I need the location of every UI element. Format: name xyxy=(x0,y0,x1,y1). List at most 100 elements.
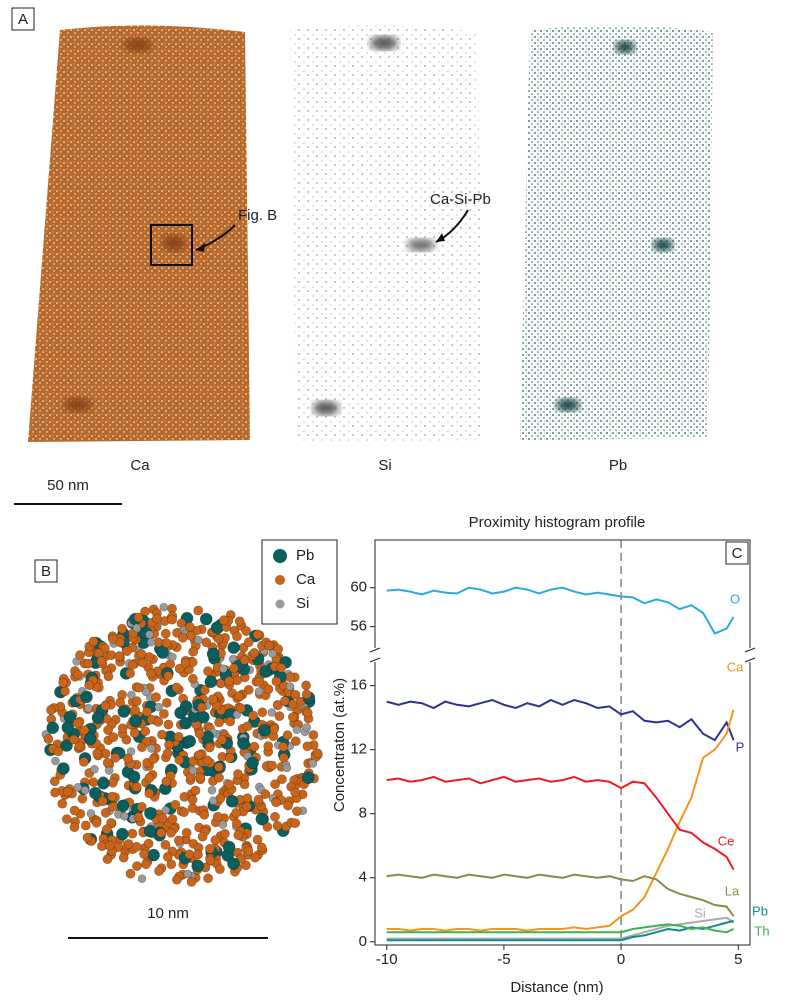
atom xyxy=(227,641,240,654)
atom xyxy=(127,828,138,839)
atom xyxy=(242,721,253,732)
atom xyxy=(92,748,103,759)
atom xyxy=(114,651,125,661)
atom xyxy=(213,762,224,772)
image-label: Si xyxy=(378,457,391,474)
atom xyxy=(141,859,151,870)
atom xyxy=(53,746,64,757)
atom xyxy=(270,811,280,822)
atom xyxy=(144,788,155,799)
atom xyxy=(272,821,283,831)
atom xyxy=(258,723,271,737)
panel-label-box xyxy=(11,7,35,31)
atom xyxy=(202,755,213,766)
atom xyxy=(233,691,244,702)
legend-label: Ca xyxy=(296,571,316,588)
atom xyxy=(166,827,176,838)
image-label: Ca xyxy=(130,457,150,474)
atom xyxy=(73,669,83,680)
atom xyxy=(153,717,164,727)
atom xyxy=(173,731,184,742)
panel-label-box xyxy=(34,559,58,583)
atom xyxy=(147,744,156,753)
atom xyxy=(285,682,295,691)
atom xyxy=(204,675,218,689)
atom xyxy=(102,854,113,865)
pb-map xyxy=(520,25,713,440)
cluster xyxy=(653,239,673,251)
atom xyxy=(271,676,282,687)
atom xyxy=(80,820,91,831)
atom xyxy=(199,612,213,626)
cluster xyxy=(615,41,635,53)
x-tick-label: 5 xyxy=(734,951,742,968)
atom xyxy=(117,705,131,718)
atom xyxy=(164,740,174,750)
atom xyxy=(239,779,250,790)
atom xyxy=(68,734,79,745)
atom xyxy=(219,828,230,839)
atom xyxy=(187,673,198,684)
atom xyxy=(108,634,118,644)
atom xyxy=(217,735,227,745)
atom xyxy=(127,770,141,784)
atom xyxy=(233,830,244,840)
atom xyxy=(260,789,271,800)
atom xyxy=(243,846,254,856)
atom xyxy=(148,754,159,765)
atom xyxy=(254,676,264,687)
atom xyxy=(118,852,129,863)
atom xyxy=(273,700,283,710)
atom xyxy=(225,716,236,727)
atom xyxy=(132,861,142,871)
atom xyxy=(73,782,83,792)
atom xyxy=(161,805,171,815)
atom xyxy=(190,785,201,796)
axis-frame xyxy=(374,539,751,648)
atom xyxy=(193,605,204,616)
atom xyxy=(154,702,163,712)
atom xyxy=(241,626,252,636)
atom xyxy=(137,874,147,884)
cluster xyxy=(162,235,186,251)
atom xyxy=(100,807,111,818)
atom xyxy=(122,646,132,656)
atom xyxy=(240,860,251,871)
atom xyxy=(174,706,187,720)
series-label: Ca xyxy=(727,659,744,674)
atom xyxy=(129,728,140,738)
atom xyxy=(100,701,111,711)
atom xyxy=(187,794,198,805)
annotation: Fig. B xyxy=(238,207,277,224)
atom xyxy=(262,822,273,832)
panel-c: Proximity histogram profile C Distance (… xyxy=(331,514,770,996)
atom xyxy=(133,682,144,693)
atom xyxy=(173,835,184,846)
scale-bar-label: 10 nm xyxy=(147,905,189,922)
atom xyxy=(201,637,212,648)
atom xyxy=(312,748,323,759)
atom xyxy=(254,687,264,696)
atom xyxy=(264,640,275,651)
atom xyxy=(154,866,164,876)
atom xyxy=(80,690,93,704)
series-label: La xyxy=(725,883,740,898)
atom xyxy=(91,711,105,725)
atom xyxy=(292,725,302,735)
atom xyxy=(234,616,245,627)
series-line xyxy=(386,920,734,942)
series-line xyxy=(386,698,735,742)
atom xyxy=(252,834,263,845)
scale-bar-label: 50 nm xyxy=(47,477,89,494)
atom xyxy=(215,793,226,804)
atom xyxy=(199,685,210,695)
atom xyxy=(117,723,128,734)
atom xyxy=(140,726,151,737)
legend-swatch xyxy=(275,599,285,609)
atom xyxy=(218,615,229,626)
atom xyxy=(137,742,147,753)
atom xyxy=(194,635,203,645)
atom xyxy=(253,794,264,805)
atom xyxy=(171,874,182,885)
y-tick-label: 12 xyxy=(350,741,367,758)
